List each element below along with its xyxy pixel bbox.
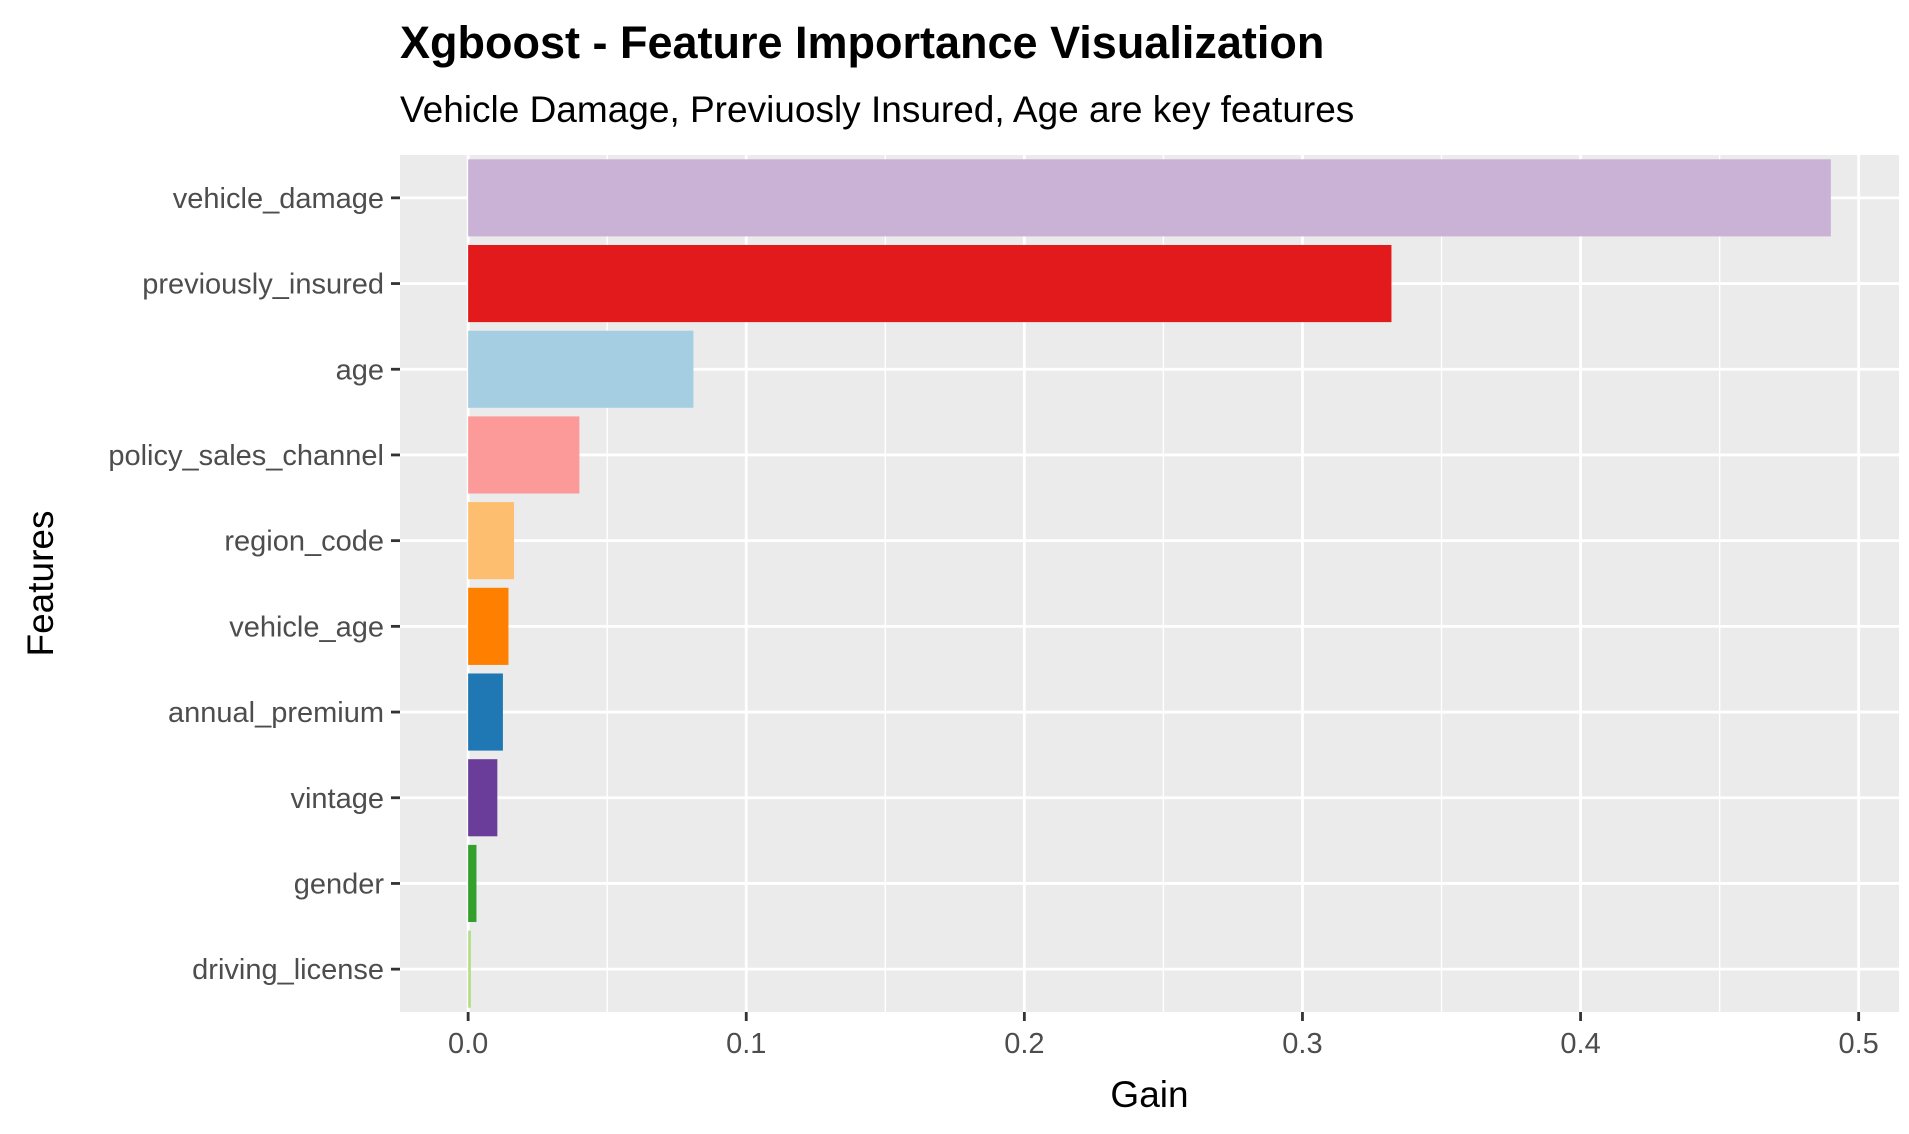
bar-vehicle-age <box>468 587 509 665</box>
bar-policy-sales-channel <box>468 416 580 494</box>
bar-previously-insured <box>468 244 1392 323</box>
y-axis-title: Features <box>20 510 61 656</box>
x-tick-label: 0.2 <box>1004 1028 1044 1060</box>
bar-gender <box>468 844 477 923</box>
bar-region-code <box>468 502 515 580</box>
y-tick-label: driving_license <box>192 954 384 986</box>
y-tick-label: previously_insured <box>142 269 384 301</box>
bars <box>468 159 1831 1008</box>
bar-annual-premium <box>468 673 503 751</box>
x-axis-title: Gain <box>1110 1074 1188 1115</box>
x-tick-label: 0.0 <box>448 1028 488 1060</box>
bar-driving-license <box>468 930 471 1008</box>
y-tick-label: gender <box>294 868 385 900</box>
y-tick-label: vintage <box>290 783 384 815</box>
x-tick-label: 0.1 <box>726 1028 766 1060</box>
x-tick-label: 0.5 <box>1839 1028 1879 1060</box>
chart-title: Xgboost - Feature Importance Visualizati… <box>400 17 1324 68</box>
x-axis: 0.0 0.1 0.2 0.3 0.4 0.5 <box>448 1012 1879 1060</box>
y-tick-label: age <box>336 354 384 386</box>
y-tick-label: vehicle_damage <box>173 183 384 215</box>
bar-vintage <box>468 759 498 837</box>
y-tick-label: policy_sales_channel <box>108 440 384 472</box>
chart-subtitle: Vehicle Damage, Previuosly Insured, Age … <box>400 89 1354 130</box>
x-tick-label: 0.4 <box>1560 1028 1600 1060</box>
y-tick-label: vehicle_age <box>229 611 384 643</box>
bar-vehicle-damage <box>468 159 1831 237</box>
y-tick-label: region_code <box>224 526 384 558</box>
x-tick-label: 0.3 <box>1282 1028 1322 1060</box>
bar-age <box>468 330 694 408</box>
y-tick-label: annual_premium <box>168 697 384 729</box>
